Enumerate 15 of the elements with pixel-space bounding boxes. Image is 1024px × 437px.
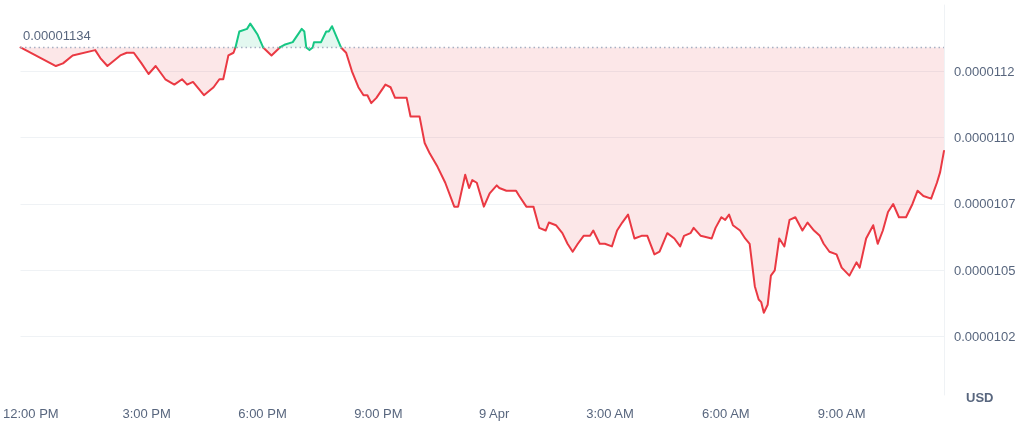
y-tick-label: 0.0000102 [954, 329, 1016, 345]
y-tick-label: 0.0000110 [954, 130, 1015, 146]
x-tick-label: 3:00 PM [122, 406, 171, 421]
x-tick-label: 9 Apr [478, 406, 511, 421]
y-tick-label: 0.0000112 [954, 63, 1015, 79]
x-tick-label: 9:00 AM [817, 406, 866, 421]
x-tick-label: 12:00 PM [2, 406, 59, 421]
x-tick-label: 6:00 PM [238, 406, 287, 421]
ref-line-label: 0.00001134 [23, 28, 91, 44]
x-tick-label: 6:00 AM [701, 406, 750, 421]
y-axis-title: USD [966, 390, 994, 405]
y-tick-label: 0.0000105 [954, 262, 1016, 278]
x-tick-label: 3:00 AM [586, 406, 634, 421]
x-tick-label: 9:00 PM [354, 406, 403, 421]
y-tick-label: 0.0000107 [954, 196, 1016, 212]
